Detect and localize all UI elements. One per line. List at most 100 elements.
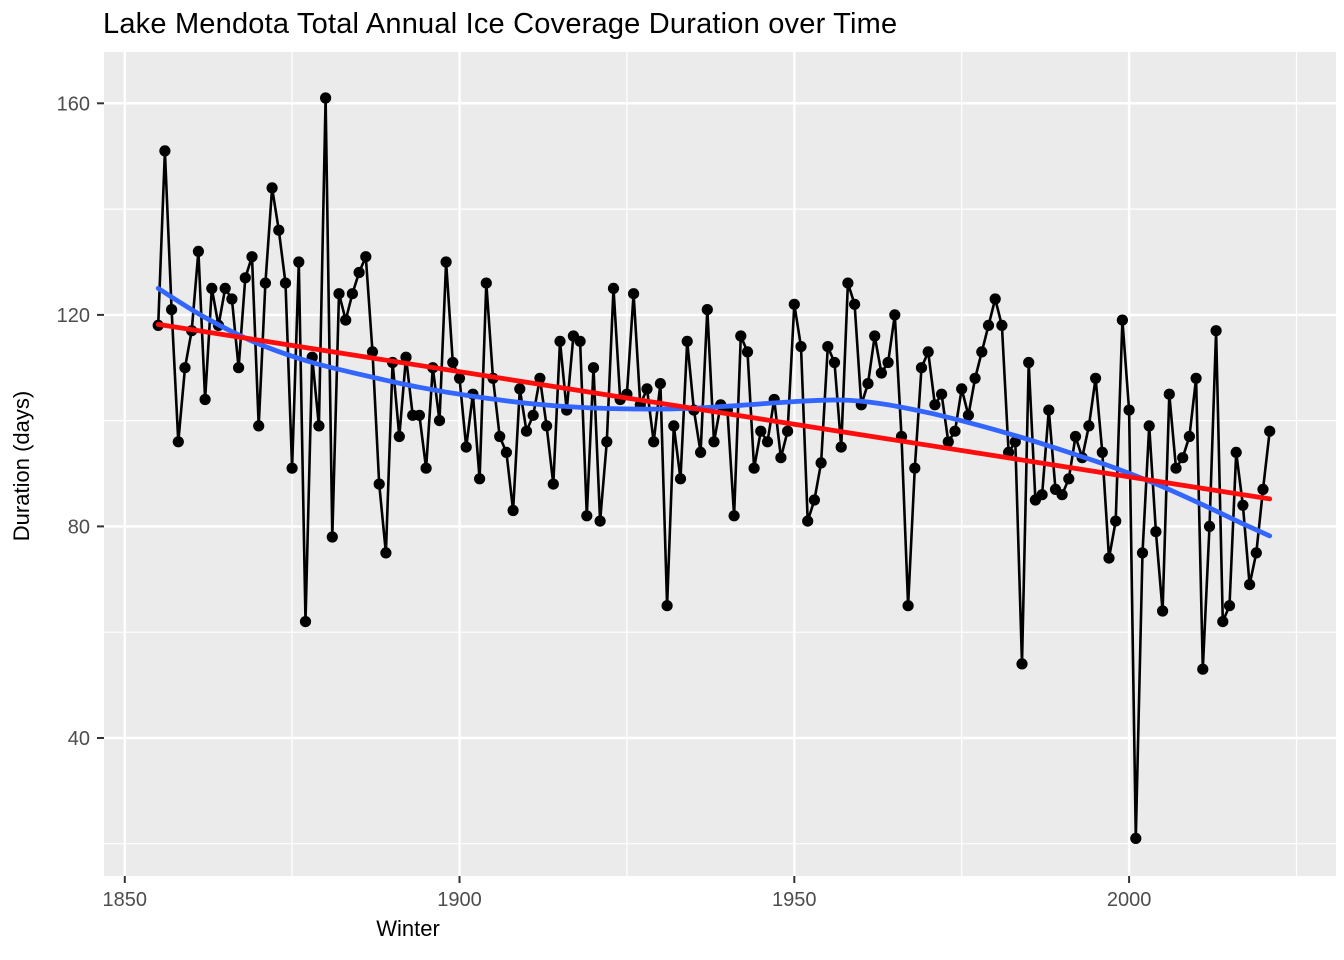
data-point [808, 494, 821, 506]
data-point [701, 304, 713, 316]
data-point [440, 256, 452, 268]
data-point [581, 510, 593, 522]
data-point [1197, 663, 1209, 675]
data-point [862, 378, 874, 390]
data-point [380, 547, 392, 559]
data-point [849, 298, 861, 310]
data-point [1023, 356, 1035, 369]
data-point [433, 415, 446, 427]
data-point [1264, 425, 1276, 437]
data-point [1090, 372, 1102, 384]
data-point [835, 441, 847, 453]
data-point [527, 409, 539, 421]
data-point [668, 420, 680, 432]
data-point [259, 277, 271, 289]
data-point [842, 277, 854, 289]
data-point [661, 600, 673, 612]
data-point [279, 277, 292, 289]
y-tick-label: 160 [57, 93, 90, 115]
data-point [628, 288, 640, 300]
data-point [360, 251, 372, 263]
data-point [889, 309, 901, 321]
data-point [1250, 547, 1262, 559]
x-tick-label: 1900 [437, 889, 482, 911]
data-point [373, 478, 385, 490]
data-point [1043, 404, 1055, 416]
data-point [507, 504, 519, 517]
data-point [1170, 462, 1182, 474]
data-point [393, 430, 405, 443]
data-point [413, 409, 425, 421]
data-point [607, 282, 620, 294]
data-point [326, 531, 338, 543]
data-point [1183, 430, 1195, 443]
data-point [273, 224, 285, 236]
data-point [353, 266, 365, 279]
data-point [1063, 473, 1075, 485]
data-point [286, 462, 298, 474]
x-tick-label: 1950 [772, 889, 817, 911]
data-point [494, 430, 506, 443]
y-axis-title: Duration (days) [9, 390, 34, 542]
data-point [534, 372, 546, 384]
data-point [775, 452, 787, 464]
data-point [728, 510, 740, 522]
data-point [782, 425, 794, 437]
data-point [547, 478, 559, 490]
data-point [554, 335, 566, 347]
data-point [420, 462, 432, 474]
data-point [447, 356, 459, 369]
data-point [266, 182, 278, 194]
data-point [748, 462, 760, 474]
data-point [1244, 579, 1256, 591]
data-point [902, 600, 914, 612]
data-point [453, 372, 466, 384]
data-point [333, 288, 345, 300]
data-point [996, 319, 1008, 331]
data-point [909, 462, 921, 474]
data-point [541, 420, 553, 432]
data-point [735, 330, 747, 342]
data-point [1223, 600, 1236, 612]
data-point [293, 256, 305, 268]
data-point [1103, 552, 1115, 564]
data-point [246, 251, 258, 263]
x-tick-label: 2000 [1107, 889, 1152, 911]
data-point [936, 388, 948, 400]
data-point [233, 362, 245, 374]
data-point [1163, 388, 1175, 400]
data-point [1257, 483, 1269, 495]
data-point [949, 425, 961, 437]
data-point [1056, 489, 1068, 501]
data-point [1016, 658, 1028, 670]
data-point [366, 346, 379, 358]
x-axis-title: Winter [0, 916, 1344, 942]
data-point [1116, 314, 1128, 326]
data-point [192, 245, 204, 257]
data-point [795, 341, 807, 353]
data-point [480, 277, 492, 289]
data-point [1177, 452, 1189, 464]
data-point [340, 314, 352, 326]
data-point [500, 446, 512, 458]
data-point [520, 425, 533, 437]
data-point [976, 346, 988, 358]
data-point [299, 616, 312, 628]
data-point [1210, 325, 1222, 337]
data-point [601, 436, 613, 448]
data-point [1150, 526, 1162, 538]
data-point [915, 362, 928, 374]
data-point [313, 420, 325, 432]
data-point [1136, 547, 1149, 559]
data-point [1157, 605, 1169, 617]
data-point [922, 346, 934, 358]
data-point [320, 92, 332, 104]
data-point [166, 304, 178, 316]
data-point [641, 383, 653, 395]
data-point [654, 378, 667, 390]
data-point [695, 446, 707, 458]
data-point [1230, 446, 1242, 458]
chart-title: Lake Mendota Total Annual Ice Coverage D… [103, 8, 898, 40]
